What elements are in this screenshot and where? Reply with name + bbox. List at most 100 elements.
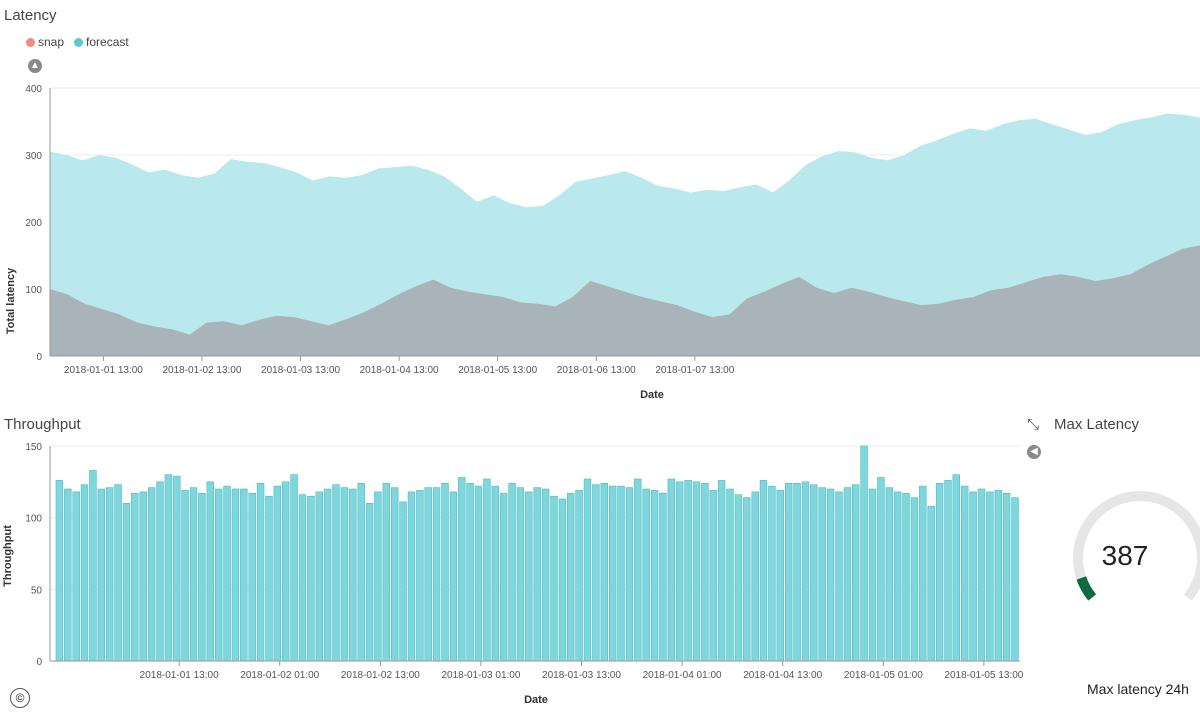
throughput-bar xyxy=(810,484,818,662)
throughput-bar xyxy=(114,484,122,662)
latency-x-tick-label: 2018-01-03 13:00 xyxy=(261,365,340,376)
throughput-bar xyxy=(885,487,894,662)
throughput-bar xyxy=(960,485,969,662)
throughput-x-tick-label: 2018-01-01 13:00 xyxy=(140,670,219,681)
throughput-bar xyxy=(516,487,525,662)
throughput-bar xyxy=(877,477,885,662)
throughput-bar xyxy=(156,481,164,662)
throughput-bar xyxy=(147,487,156,662)
throughput-bar xyxy=(684,480,692,662)
throughput-bar xyxy=(692,481,701,662)
throughput-bar xyxy=(407,491,416,662)
throughput-bar xyxy=(307,495,315,662)
throughput-bar xyxy=(751,491,759,662)
throughput-x-axis-label: Date xyxy=(524,694,548,706)
throughput-bar xyxy=(776,490,785,662)
throughput-bar xyxy=(642,488,650,662)
throughput-bar xyxy=(952,474,961,662)
throughput-bar xyxy=(189,487,198,662)
throughput-bar xyxy=(181,490,189,662)
chevron-left-icon[interactable]: ◀ xyxy=(1027,445,1041,459)
throughput-bar xyxy=(164,474,173,662)
throughput-bar xyxy=(290,474,298,662)
throughput-bar xyxy=(625,487,634,662)
throughput-bar xyxy=(650,490,659,662)
copyright-badge: © xyxy=(10,688,30,708)
throughput-x-tick-label: 2018-01-05 13:00 xyxy=(944,670,1023,681)
throughput-bar xyxy=(667,478,676,662)
gauge-fill xyxy=(1076,576,1097,601)
max-latency-title: Max Latency xyxy=(1054,416,1140,433)
max-latency-gauge xyxy=(1073,491,1200,601)
throughput-bar xyxy=(97,488,106,662)
throughput-bar xyxy=(64,488,72,662)
throughput-x-tick-label: 2018-01-03 01:00 xyxy=(441,670,520,681)
throughput-bar xyxy=(541,488,550,662)
throughput-bar xyxy=(1002,492,1011,662)
throughput-bar xyxy=(332,484,340,662)
throughput-y-tick-label: 150 xyxy=(25,442,42,453)
throughput-bar xyxy=(634,478,642,662)
latency-chart: 0 100 200 300 400 2018-01-01 13:00 2018-01-02… xyxy=(5,84,1200,401)
throughput-bar xyxy=(281,481,290,662)
throughput-bar xyxy=(558,498,567,662)
legend-item-snap[interactable]: snap xyxy=(26,35,64,49)
legend-label-snap: snap xyxy=(38,35,65,49)
latency-y-tick-label: 0 xyxy=(36,352,42,363)
throughput-bar xyxy=(726,488,734,662)
throughput-bar xyxy=(784,482,793,662)
throughput-bar xyxy=(449,491,458,662)
throughput-bar xyxy=(935,482,944,662)
throughput-y-axis: 0 50 100 150 xyxy=(25,442,51,668)
throughput-bar xyxy=(801,481,810,662)
throughput-bar xyxy=(323,488,332,662)
throughput-bar xyxy=(365,502,374,662)
throughput-bar xyxy=(248,492,256,662)
throughput-bar xyxy=(843,487,852,662)
throughput-x-tick-label: 2018-01-03 13:00 xyxy=(542,670,621,681)
throughput-bar xyxy=(525,491,533,662)
throughput-bar xyxy=(743,497,751,662)
throughput-bar xyxy=(424,487,432,662)
throughput-bar xyxy=(860,445,868,662)
latency-x-tick-label: 2018-01-05 13:00 xyxy=(458,365,537,376)
throughput-x-tick-label: 2018-01-05 01:00 xyxy=(844,670,923,681)
throughput-bar xyxy=(902,492,910,662)
throughput-bar xyxy=(826,488,835,662)
throughput-chart: 0 50 100 150 2018-01-01 13:00 2018-01-02 01:… xyxy=(2,442,1024,706)
throughput-bar xyxy=(399,501,407,662)
chevron-up-icon[interactable]: ▲ xyxy=(28,59,42,73)
throughput-bar xyxy=(969,491,977,662)
throughput-bar xyxy=(256,482,265,662)
legend-item-forecast[interactable]: forecast xyxy=(74,35,129,49)
throughput-bar xyxy=(659,492,667,662)
throughput-bar xyxy=(977,488,986,662)
forecast-color-dot xyxy=(74,37,84,47)
throughput-bar xyxy=(458,477,466,662)
throughput-bar xyxy=(122,502,131,662)
throughput-y-tick-label: 50 xyxy=(31,585,43,596)
throughput-bar xyxy=(173,475,181,662)
latency-x-tick-label: 2018-01-02 13:00 xyxy=(162,365,241,376)
latency-x-tick-label: 2018-01-07 13:00 xyxy=(655,365,734,376)
throughput-bar xyxy=(675,481,684,662)
throughput-bar xyxy=(759,480,768,662)
throughput-bar xyxy=(575,490,583,662)
throughput-bar xyxy=(734,494,743,662)
throughput-bar xyxy=(390,487,399,662)
throughput-bar xyxy=(986,491,994,662)
latency-panel-title: Latency xyxy=(4,7,57,24)
throughput-bar xyxy=(89,470,97,662)
throughput-bar xyxy=(818,487,826,662)
latency-y-tick-label: 300 xyxy=(25,151,42,162)
throughput-bar xyxy=(106,487,114,662)
throughput-bar xyxy=(910,497,919,662)
throughput-bar xyxy=(600,482,609,662)
throughput-bar xyxy=(240,488,248,662)
legend-label-forecast: forecast xyxy=(86,35,129,49)
expand-arrows-icon[interactable]: ⤡ xyxy=(1027,416,1040,433)
latency-y-tick-label: 100 xyxy=(25,285,42,296)
gauge-track xyxy=(1073,491,1200,601)
latency-y-axis: 0 100 200 300 400 xyxy=(25,84,51,363)
throughput-bar xyxy=(298,494,307,662)
